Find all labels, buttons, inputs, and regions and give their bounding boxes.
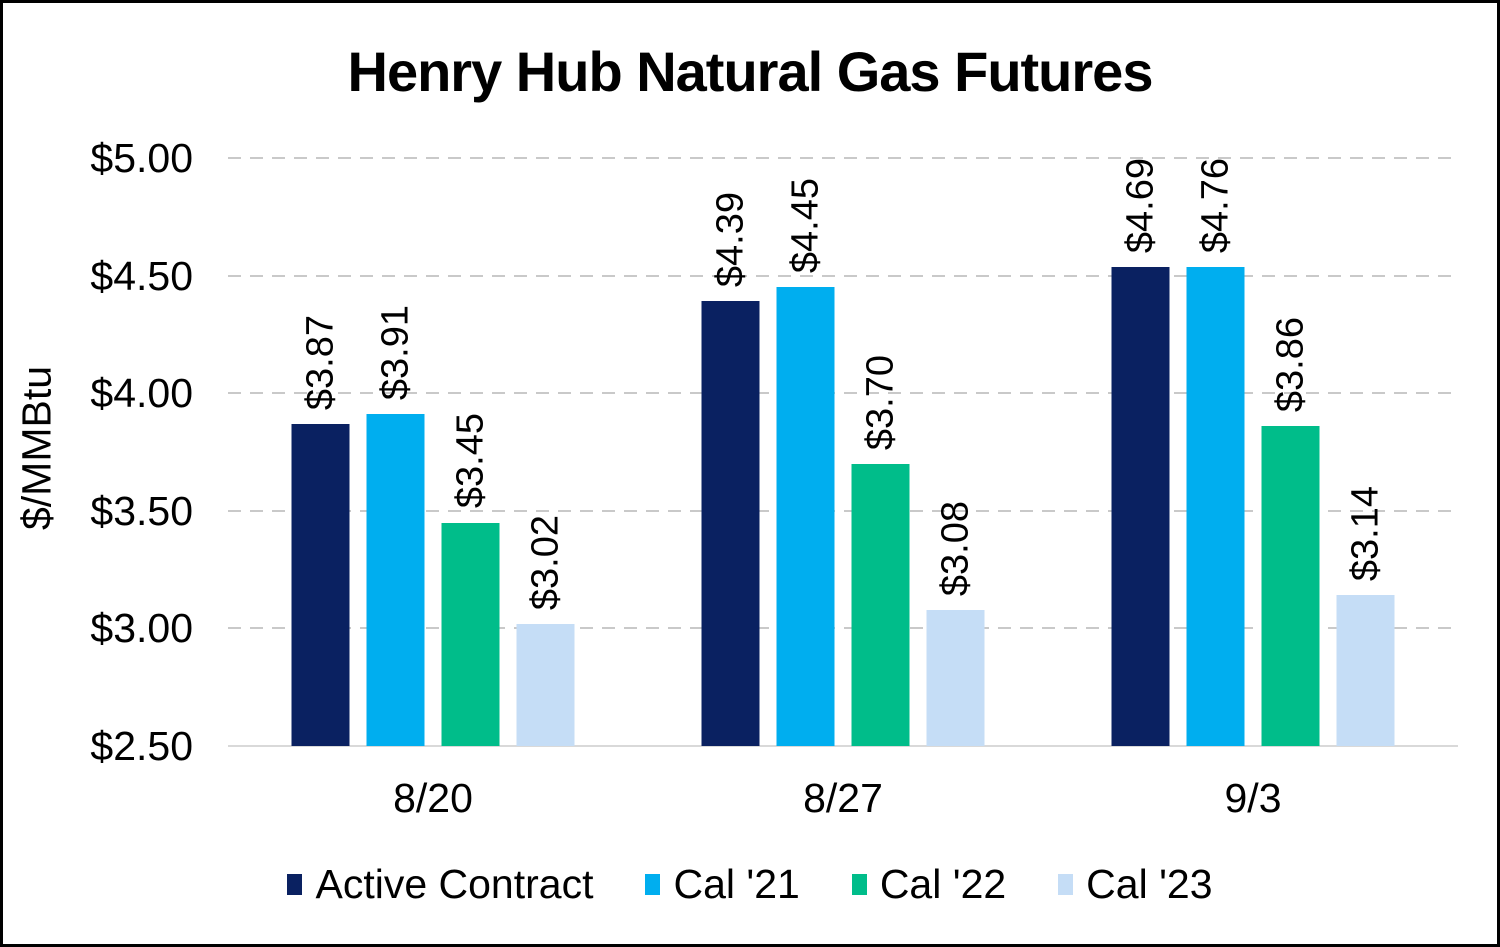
x-tick-label: 8/20 (393, 775, 473, 821)
bar-cal-21 (366, 414, 425, 746)
chart: Henry Hub Natural Gas Futures $/MMBtu $3… (3, 3, 1497, 944)
legend-label: Cal '22 (879, 861, 1007, 907)
bar-column: $4.45 (776, 158, 835, 746)
bar-column: $3.87 (291, 158, 350, 746)
bar-column: $3.86 (1261, 158, 1320, 746)
bar-value-label: $3.02 (524, 514, 567, 610)
bar-column: $4.69 (1111, 158, 1170, 746)
x-axis-baseline (228, 745, 1458, 747)
x-tick-label: 9/3 (1224, 775, 1282, 821)
chart-title: Henry Hub Natural Gas Futures (347, 40, 1154, 103)
legend-item-cal-21: Cal '21 (645, 861, 800, 908)
bar-value-label: $4.39 (709, 192, 752, 288)
bar-cal-22 (1261, 426, 1320, 746)
bar-value-label: $4.45 (784, 178, 827, 274)
legend: Active Contract Cal '21 Cal '22 Cal '23 (3, 861, 1497, 908)
legend-label: Cal '21 (673, 861, 800, 907)
legend-item-cal-23: Cal '23 (1058, 861, 1213, 908)
y-tick-label: $3.00 (90, 605, 193, 652)
bar-value-label: $3.86 (1269, 317, 1312, 413)
legend-label: Cal '23 (1086, 861, 1213, 907)
legend-item-cal-22: Cal '22 (851, 861, 1007, 908)
bar-column: $4.39 (701, 158, 760, 746)
bar-column: $3.45 (441, 158, 500, 746)
x-tick-label: 8/27 (803, 775, 883, 821)
legend-marker-icon (1058, 874, 1074, 895)
y-tick-label: $2.50 (90, 723, 193, 769)
bar-column: $3.14 (1336, 158, 1395, 746)
bar-cal-21 (776, 287, 835, 746)
legend-item-active-contract: Active Contract (287, 861, 593, 908)
bar-cal-23 (926, 609, 985, 746)
bar-value-label: $4.69 (1119, 158, 1162, 254)
plot-area: $3.87 $3.91 $3.45 $3.02 $4.39 $4.45 $3.70 $3.08… (228, 157, 1458, 747)
gridline (228, 157, 1458, 159)
bar-value-label: $3.70 (859, 354, 902, 450)
legend-marker-icon (287, 874, 303, 895)
bar-active-contract (1111, 267, 1170, 746)
gridline (228, 509, 1458, 512)
bar-column: $3.08 (926, 158, 985, 746)
bar-value-label: $3.91 (374, 305, 417, 401)
bar-group-8/27: $4.39 $4.45 $3.70 $3.08 (701, 158, 985, 746)
y-tick-label: $4.00 (90, 370, 193, 417)
bar-cal-23 (516, 623, 575, 746)
bar-group-8/20: $3.87 $3.91 $3.45 $3.02 (291, 158, 575, 746)
bar-active-contract (701, 301, 760, 746)
bar-cal-21 (1186, 267, 1245, 746)
legend-marker-icon (645, 874, 661, 895)
bar-cal-22 (851, 463, 910, 746)
bar-column: $4.76 (1186, 158, 1245, 746)
gridline (228, 627, 1458, 630)
bar-value-label: $3.45 (449, 413, 492, 509)
y-tick-label: $5.00 (90, 135, 193, 181)
bar-cal-23 (1336, 595, 1395, 746)
bar-value-label: $3.87 (299, 314, 342, 410)
bar-column: $3.02 (516, 158, 575, 746)
bar-value-label: $4.76 (1194, 158, 1237, 254)
bar-cal-22 (441, 522, 500, 746)
bar-group-9/3: $4.69 $4.76 $3.86 $3.14 (1111, 158, 1395, 746)
legend-label: Active Contract (315, 861, 594, 907)
bar-column: $3.70 (851, 158, 910, 746)
bar-column: $3.91 (366, 158, 425, 746)
gridline (228, 392, 1458, 395)
bar-active-contract (291, 423, 350, 746)
bar-value-label: $3.08 (934, 500, 977, 596)
y-tick-label: $3.50 (90, 487, 193, 534)
legend-marker-icon (851, 874, 867, 895)
gridline (228, 274, 1458, 277)
bar-value-label: $3.14 (1344, 486, 1387, 582)
y-tick-label: $4.50 (90, 252, 193, 299)
